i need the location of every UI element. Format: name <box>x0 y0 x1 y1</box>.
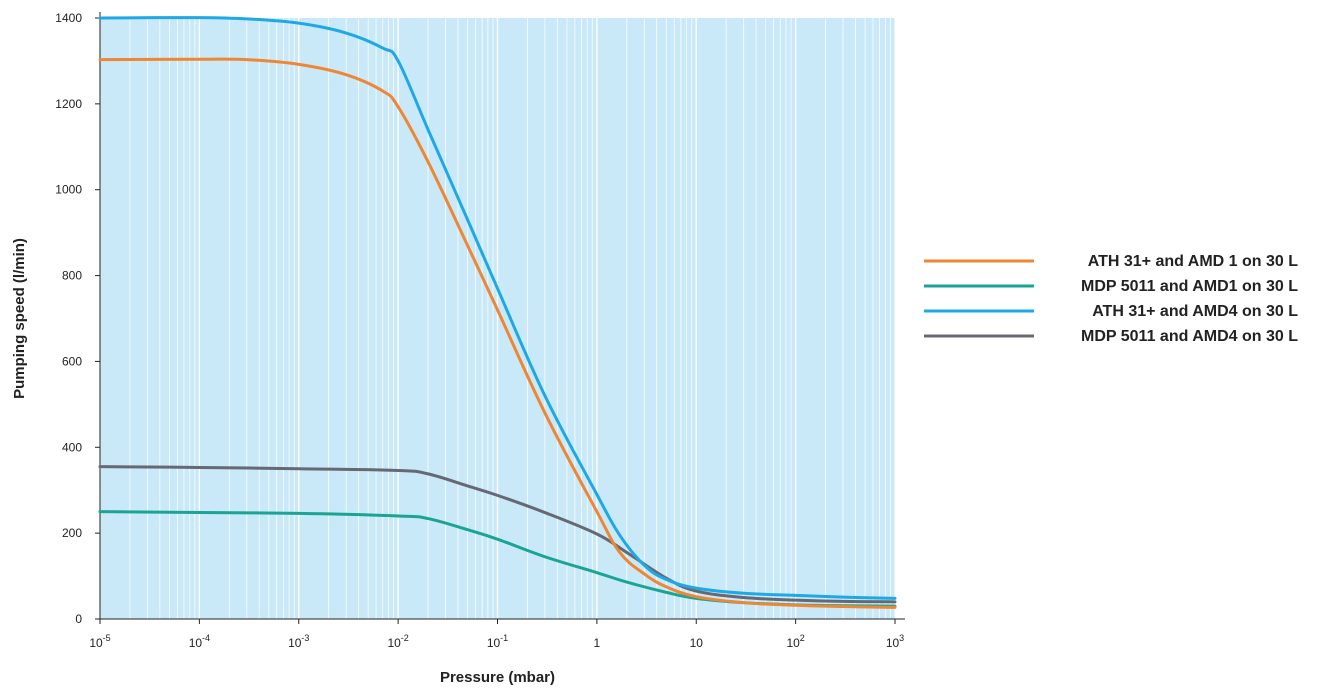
x-axis-ticks: 10-5 10-4 10-3 10-2 10-1 1 10 102 103 <box>89 619 904 650</box>
x-tick-label: 10-4 <box>189 633 210 650</box>
x-tick-label: 10-2 <box>387 633 408 650</box>
legend-label: MDP 5011 and AMD1 on 30 L <box>1081 278 1298 295</box>
legend: ATH 31+ and AMD 1 on 30 L MDP 5011 and AM… <box>924 253 1298 345</box>
x-axis-label: Pressure (mbar) <box>440 669 555 686</box>
legend-label: MDP 5011 and AMD4 on 30 L <box>1081 328 1298 345</box>
legend-label: ATH 31+ and AMD 1 on 30 L <box>1088 253 1298 270</box>
y-axis-label: Pumping speed (l/min) <box>11 238 28 399</box>
axes <box>99 12 905 620</box>
y-tick-label: 200 <box>62 526 82 540</box>
legend-label: ATH 31+ and AMD4 on 30 L <box>1092 303 1298 320</box>
x-tick-label: 102 <box>786 633 804 650</box>
y-tick-label: 400 <box>62 440 82 454</box>
series-line <box>98 16 897 600</box>
y-tick-label: 1200 <box>55 97 82 111</box>
x-tick-label: 10-5 <box>89 633 110 650</box>
x-tick-label: 103 <box>886 633 904 650</box>
y-tick-label: 1400 <box>55 11 82 25</box>
y-tick-label: 800 <box>62 269 82 283</box>
series-line <box>98 57 897 609</box>
x-tick-label: 10-1 <box>487 633 508 650</box>
x-tick-label: 10-3 <box>288 633 309 650</box>
series-line <box>98 465 897 604</box>
x-tick-label: 10 <box>690 636 704 650</box>
x-tick-label: 1 <box>594 636 601 650</box>
series-lines <box>98 16 897 609</box>
grid-lines <box>99 18 896 619</box>
y-tick-label: 1000 <box>55 183 82 197</box>
y-tick-label: 600 <box>62 354 82 368</box>
y-axis-ticks: 0 200 400 600 800 1000 1200 1400 <box>55 11 100 626</box>
y-tick-label: 0 <box>75 612 82 626</box>
